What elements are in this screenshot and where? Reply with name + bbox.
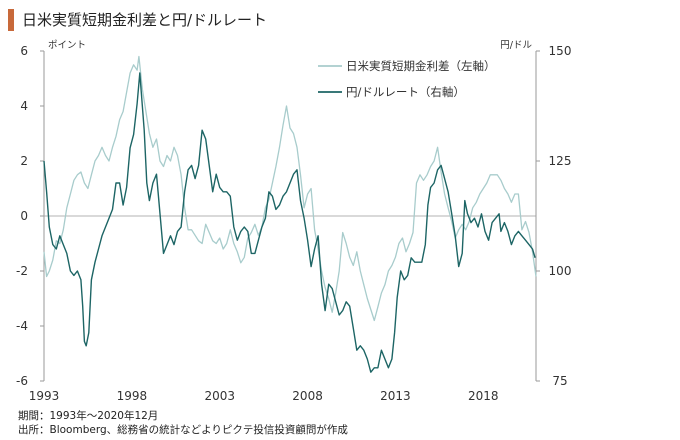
right-tick-label: 100 bbox=[549, 264, 572, 278]
x-tick-label: 2003 bbox=[204, 389, 235, 403]
right-tick-label: 75 bbox=[552, 374, 567, 388]
left-tick-label: 6 bbox=[20, 44, 28, 58]
x-tick-label: 1993 bbox=[29, 389, 60, 403]
x-tick-label: 2018 bbox=[468, 389, 499, 403]
left-axis-unit: ポイント bbox=[48, 40, 86, 51]
x-tick-label: 1998 bbox=[117, 389, 148, 403]
legend-label: 円/ドルレート（右軸） bbox=[346, 85, 465, 99]
right-tick-label: 150 bbox=[549, 44, 572, 58]
x-tick-label: 2008 bbox=[292, 389, 323, 403]
left-tick-label: 2 bbox=[20, 154, 28, 168]
title-accent-bar bbox=[8, 9, 14, 31]
left-tick-label: -4 bbox=[16, 319, 28, 333]
legend-label: 日米実質短期金利差（左軸） bbox=[346, 59, 496, 73]
footer-period: 期間：1993年～2020年12月 bbox=[18, 410, 159, 422]
right-axis-unit: 円/ドル bbox=[500, 40, 532, 51]
series-line-usdjpy bbox=[43, 72, 536, 373]
chart-title: 日米実質短期金利差と円/ドルレート bbox=[22, 11, 268, 29]
footer-source: 出所：Bloomberg、総務省の統計などよりピクテ投信投資顧問が作成 bbox=[18, 424, 348, 436]
left-tick-label: -2 bbox=[16, 264, 28, 278]
x-tick-label: 2013 bbox=[380, 389, 411, 403]
series-line-rate-spread bbox=[43, 55, 537, 322]
left-tick-label: 0 bbox=[20, 209, 28, 223]
right-tick-label: 125 bbox=[549, 154, 572, 168]
left-tick-label: 4 bbox=[20, 99, 28, 113]
left-tick-label: -6 bbox=[16, 374, 28, 388]
